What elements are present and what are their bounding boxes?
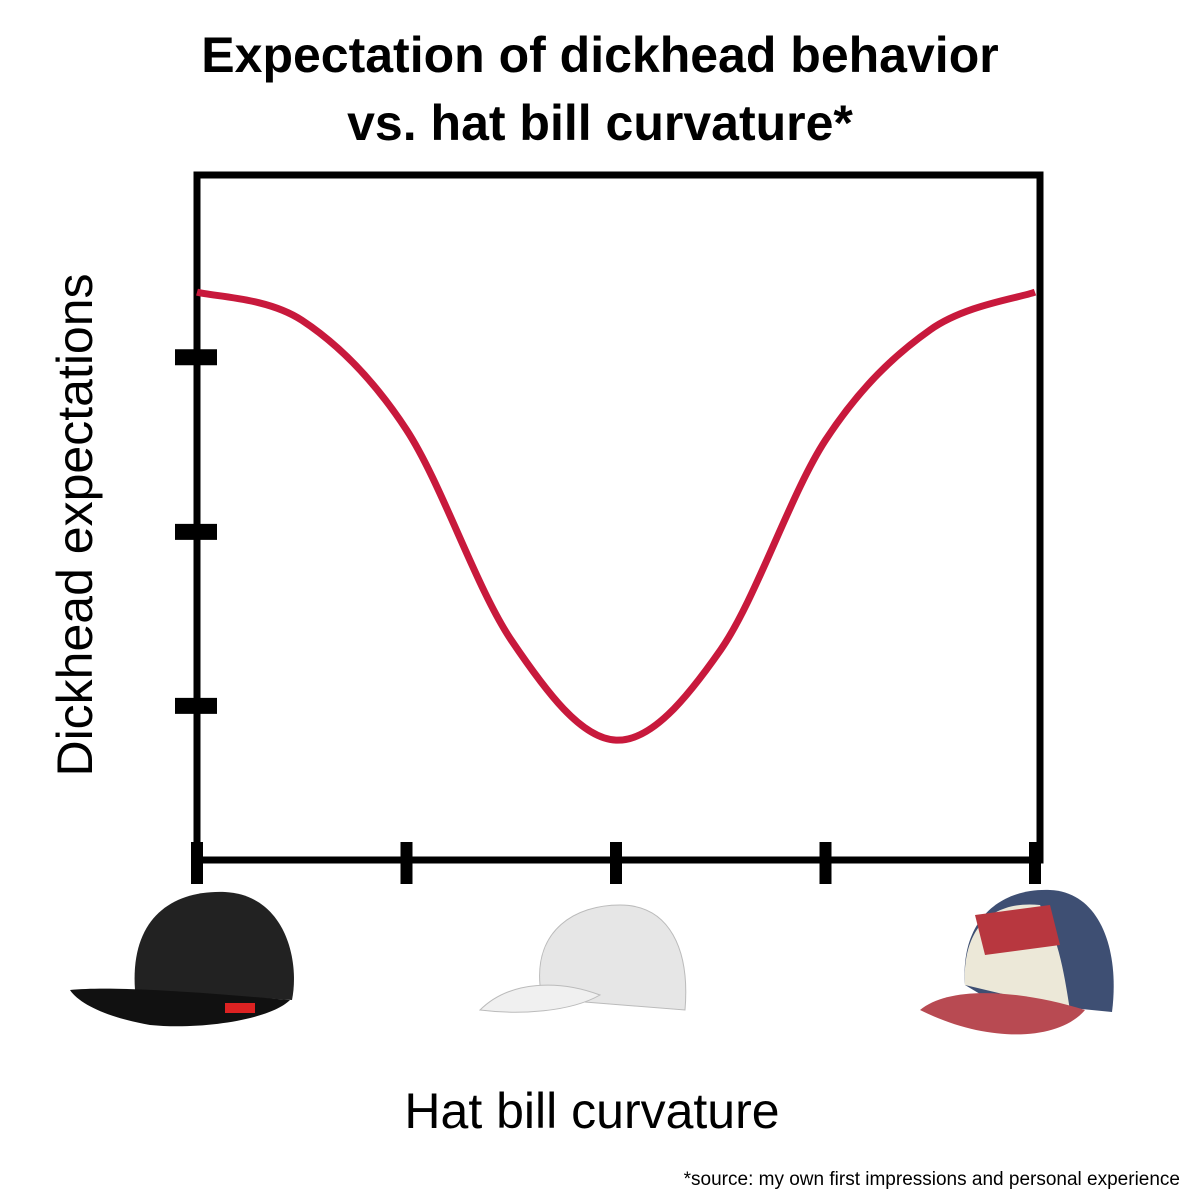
plot-frame	[193, 171, 1044, 864]
chart-title: vs. hat bill curvature*	[347, 95, 853, 151]
chart-title: Expectation of dickhead behavior	[201, 27, 998, 83]
y-axis-label: Dickhead expectations	[47, 273, 103, 776]
hat-vintage	[920, 889, 1114, 1035]
curve	[196, 288, 1037, 744]
x-axis-label: Hat bill curvature	[404, 1083, 779, 1139]
hat-flat	[70, 891, 294, 1027]
hat-curved	[478, 904, 687, 1013]
footnote: *source: my own first impressions and pe…	[684, 1169, 1180, 1190]
